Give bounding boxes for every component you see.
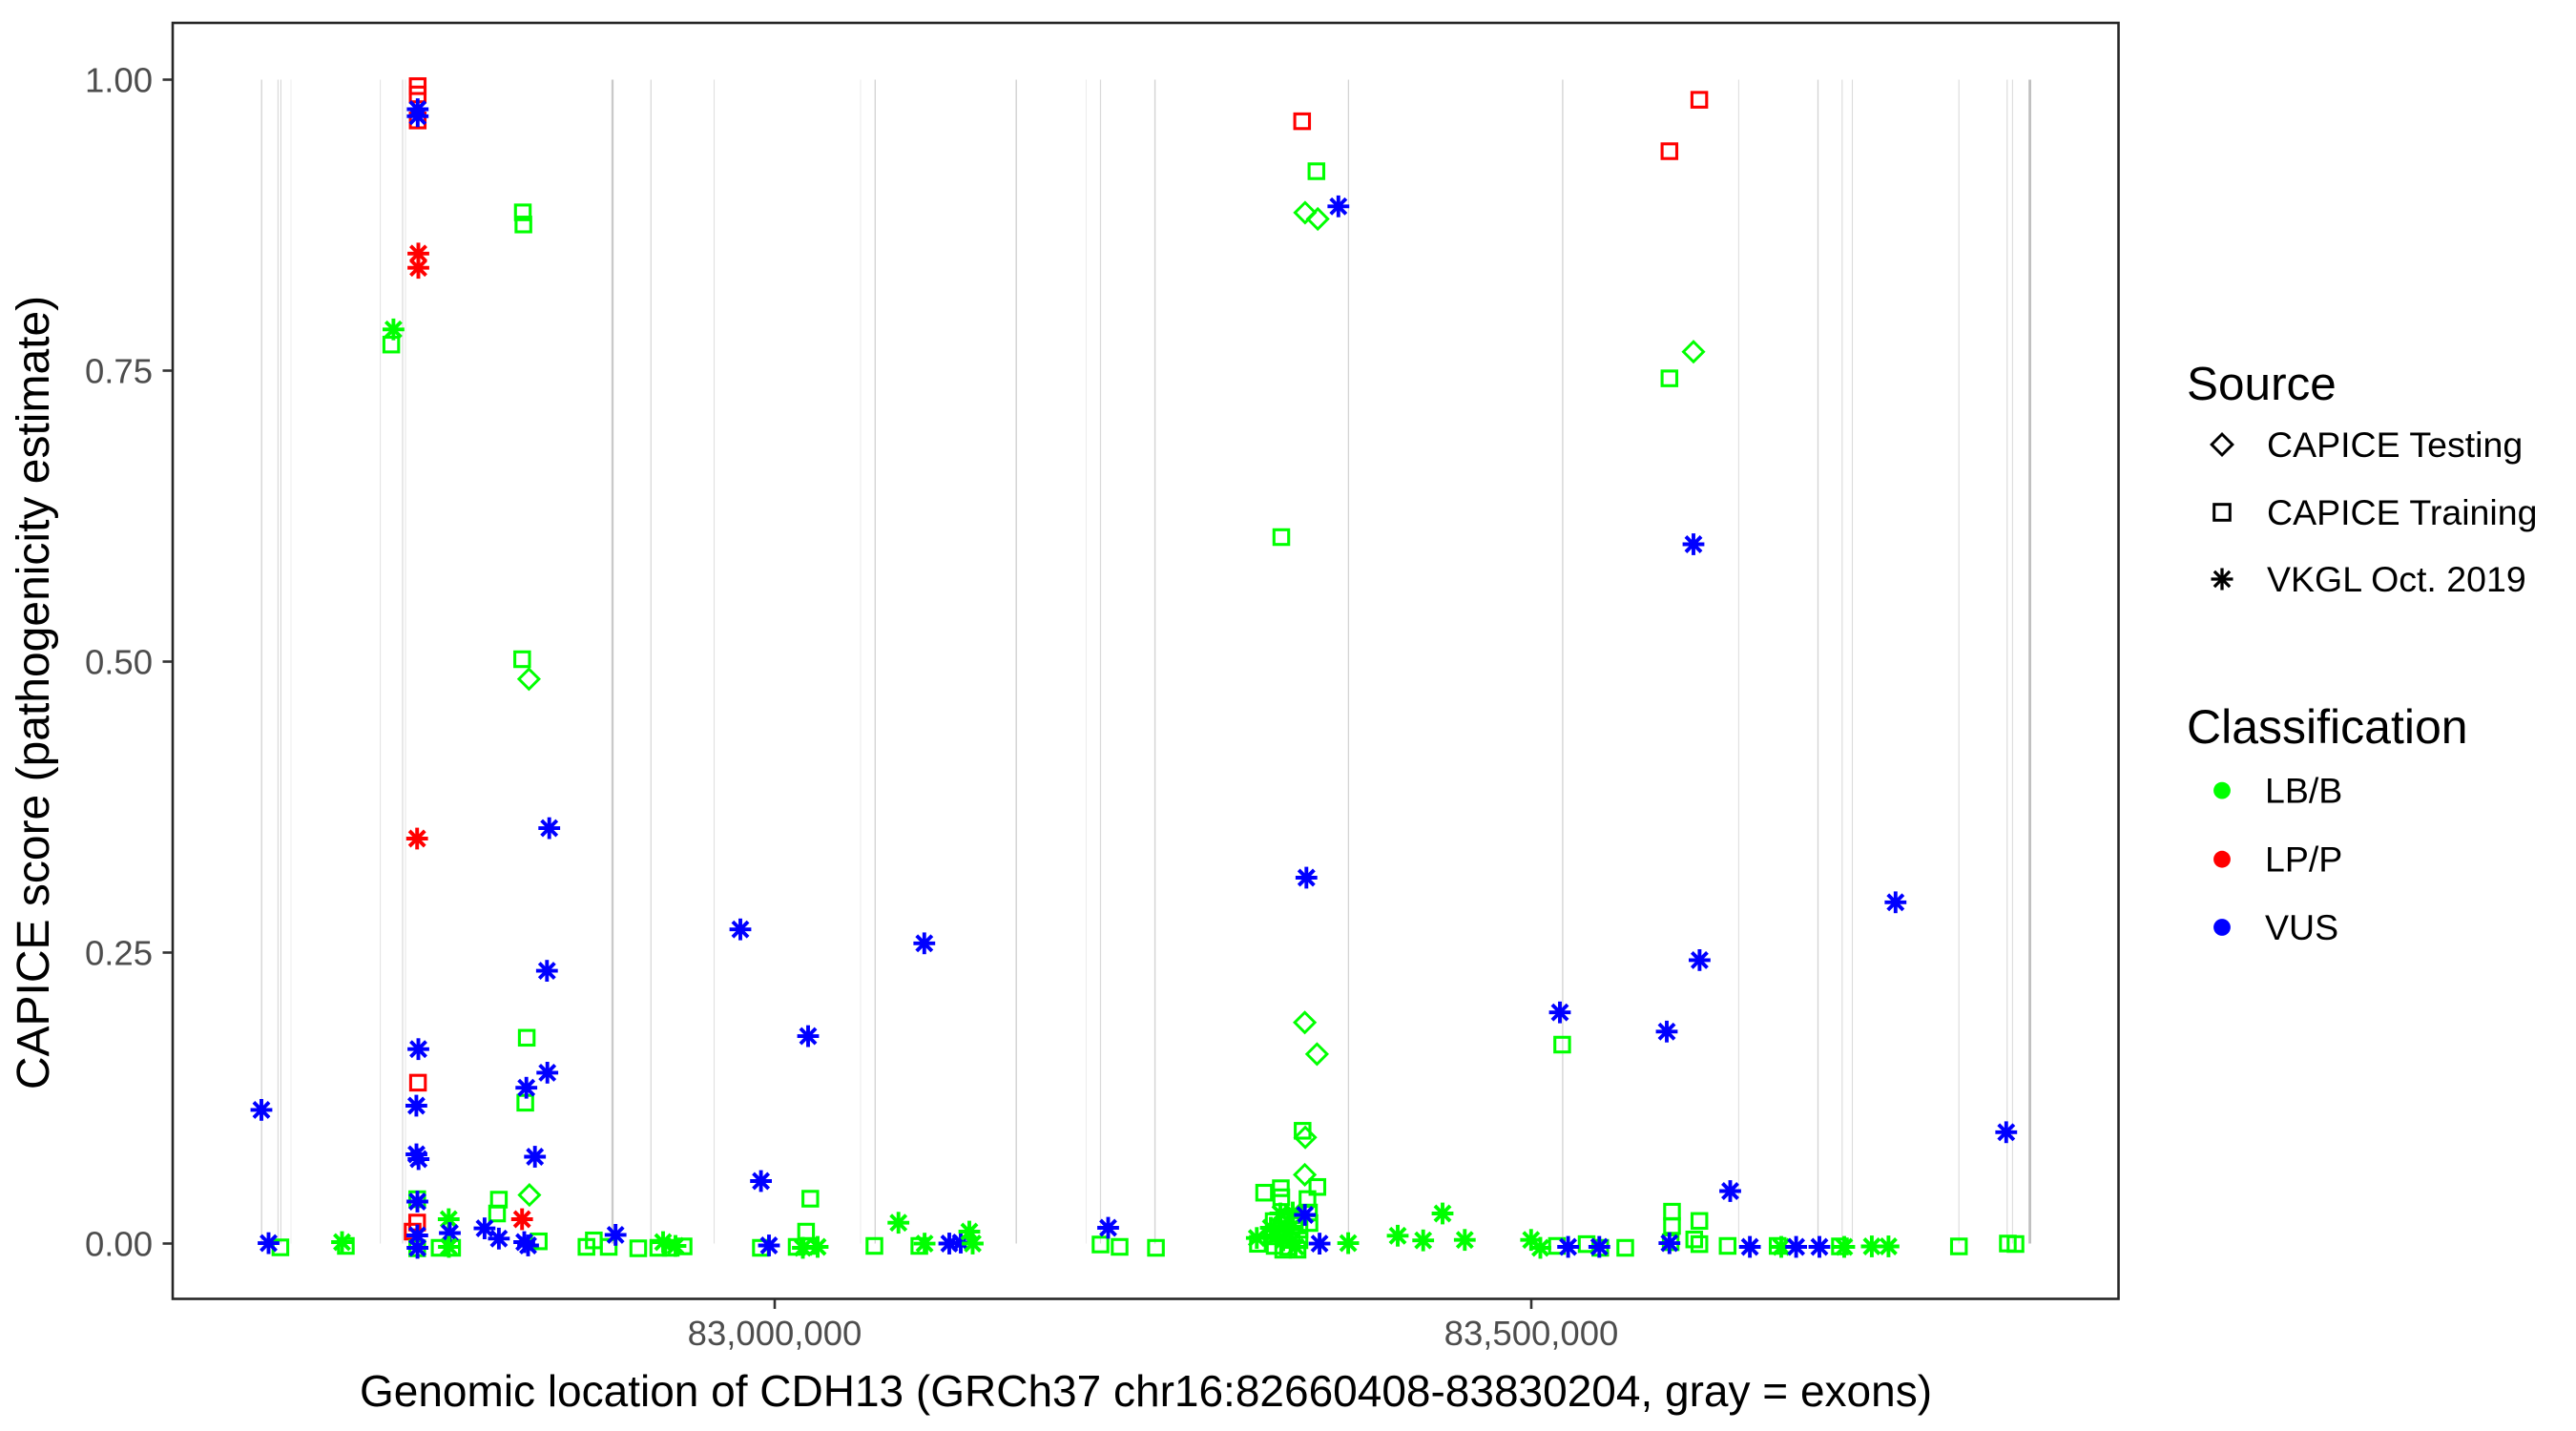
svg-text:VKGL Oct. 2019: VKGL Oct. 2019 — [2267, 559, 2526, 599]
svg-text:0.00: 0.00 — [85, 1225, 153, 1264]
svg-text:1.00: 1.00 — [85, 61, 153, 100]
svg-text:CAPICE Testing: CAPICE Testing — [2267, 425, 2523, 465]
svg-text:Genomic location of CDH13 (GRC: Genomic location of CDH13 (GRCh37 chr16:… — [360, 1366, 1932, 1416]
svg-text:CAPICE Training: CAPICE Training — [2267, 492, 2537, 532]
svg-text:Classification: Classification — [2187, 700, 2468, 754]
svg-text:0.75: 0.75 — [85, 352, 153, 391]
svg-text:0.25: 0.25 — [85, 934, 153, 973]
svg-text:LP/P: LP/P — [2265, 840, 2342, 880]
svg-text:83,500,000: 83,500,000 — [1444, 1314, 1619, 1353]
svg-text:Source: Source — [2187, 358, 2337, 410]
svg-text:LB/B: LB/B — [2265, 771, 2342, 811]
svg-text:VUS: VUS — [2265, 907, 2338, 947]
svg-text:0.50: 0.50 — [85, 643, 153, 682]
svg-text:CAPICE score (pathogenicity es: CAPICE score (pathogenicity estimate) — [9, 296, 59, 1089]
svg-text:83,000,000: 83,000,000 — [688, 1314, 862, 1353]
